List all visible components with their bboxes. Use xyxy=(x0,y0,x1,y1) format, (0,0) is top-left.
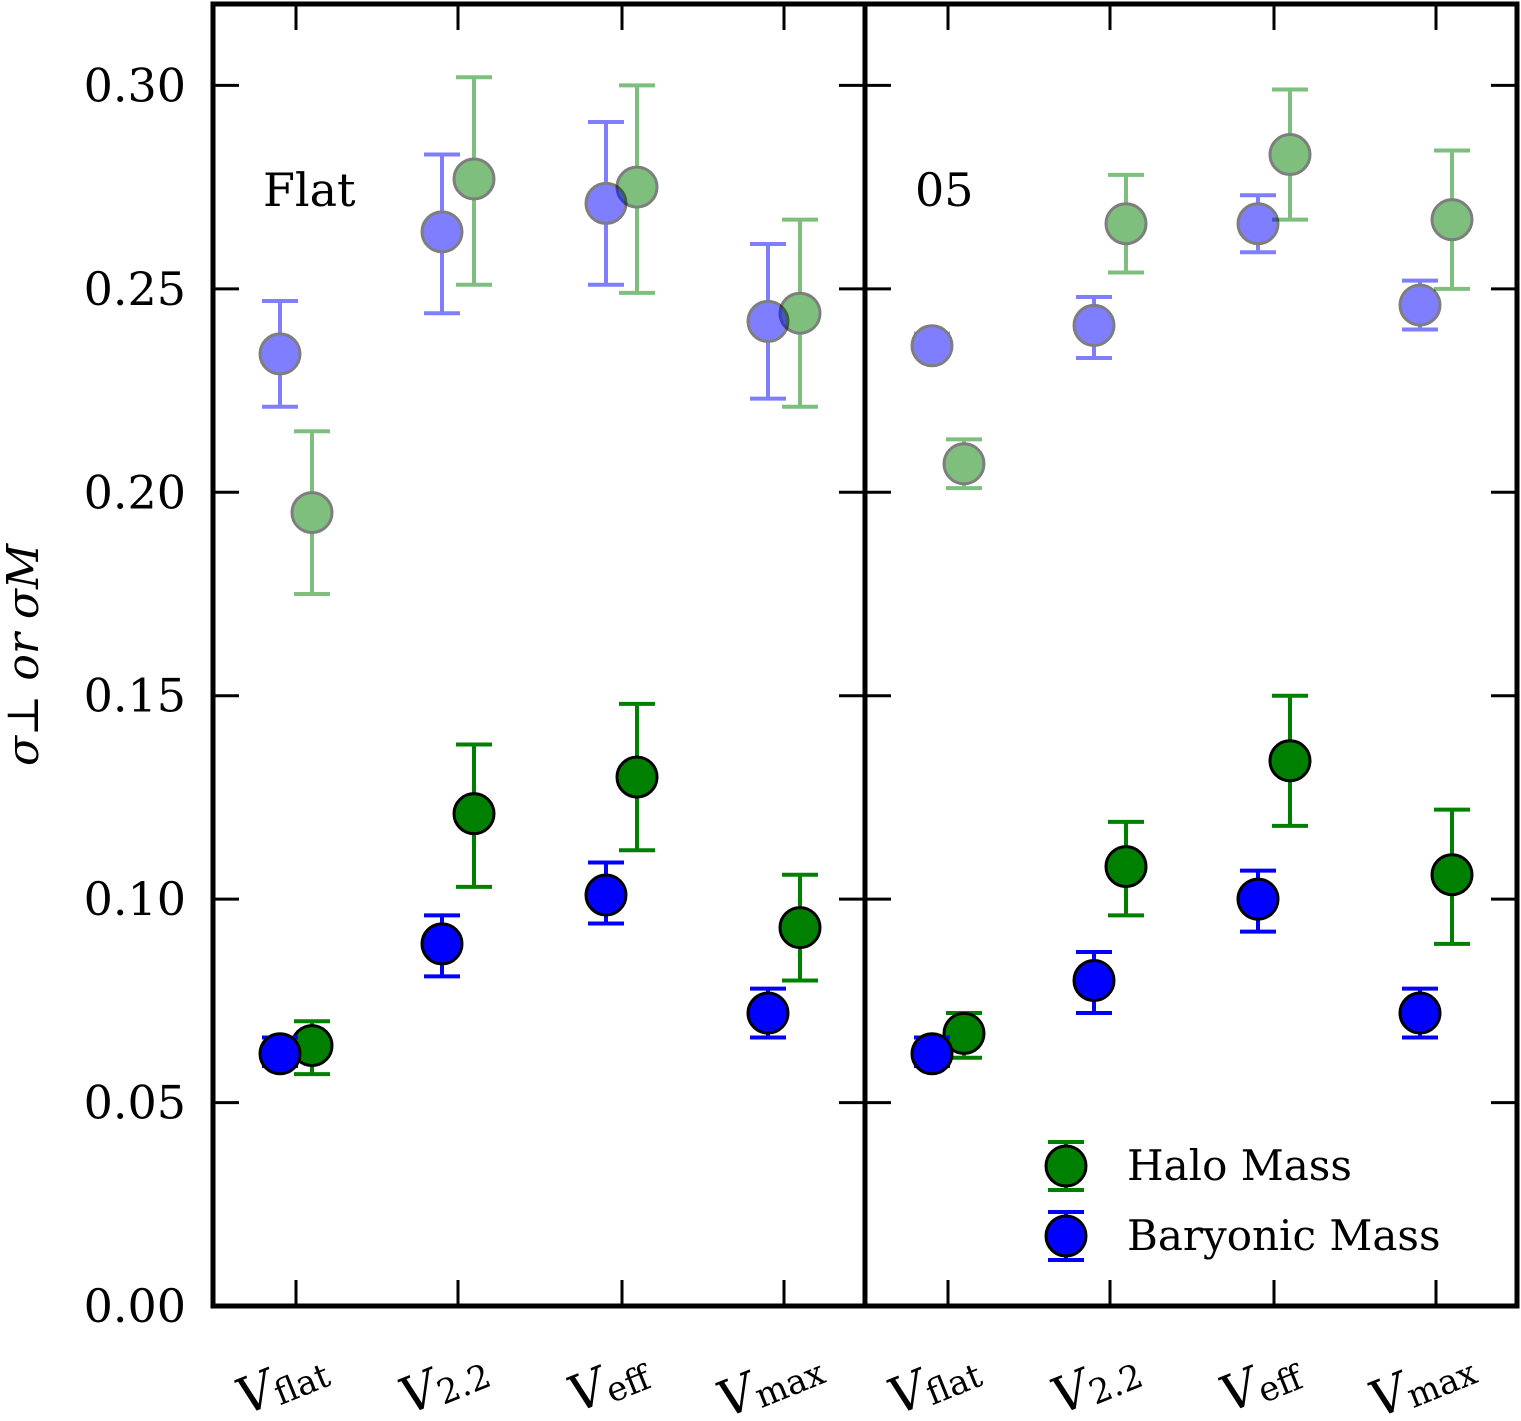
data-point xyxy=(942,1011,986,1055)
data-point xyxy=(1236,202,1280,246)
data-point xyxy=(1430,853,1474,897)
panel-flat: Vflat V2.2 Veff Vmax Flat xyxy=(210,1,868,1421)
data-point xyxy=(420,210,464,254)
series-halo-mass-sigma_perp xyxy=(942,87,1474,491)
y-tick-label: 0.05 xyxy=(84,1076,186,1130)
data-point xyxy=(1268,133,1312,177)
data-point xyxy=(584,181,628,225)
data-point xyxy=(778,906,822,950)
data-point xyxy=(420,922,464,966)
legend-label: Baryonic Mass xyxy=(1127,1211,1441,1260)
y-tick-label: 0.00 xyxy=(84,1279,186,1333)
data-point xyxy=(615,755,659,799)
data-point xyxy=(1268,739,1312,783)
x-tick-label: V2.2 xyxy=(391,1338,497,1421)
series-halo-mass-sigma_M xyxy=(290,701,822,1077)
x-tick-label: Veff xyxy=(1211,1339,1310,1421)
x-tick-label: V2.2 xyxy=(1043,1338,1149,1421)
y-tick-label: 0.25 xyxy=(84,262,186,316)
panel-05: Vflat V2.2 Veff Vmax 05 xyxy=(862,1,1520,1421)
data-point xyxy=(1398,991,1442,1035)
y-axis: 0.00 0.05 0.10 0.15 0.20 0.25 0.30 xyxy=(84,58,186,1333)
legend-label: Halo Mass xyxy=(1127,1141,1352,1190)
data-point xyxy=(910,324,954,368)
x-tick-label: Vflat xyxy=(880,1338,988,1421)
data-point xyxy=(1104,202,1148,246)
data-point xyxy=(1104,845,1148,889)
data-point xyxy=(1430,198,1474,242)
data-point xyxy=(1072,303,1116,347)
series-baryonic-mass-sigma_perp xyxy=(910,193,1442,368)
data-point xyxy=(1236,877,1280,921)
data-point xyxy=(746,299,790,343)
data-point xyxy=(910,1032,954,1076)
plot-frame xyxy=(862,1,1520,1309)
y-tick-label: 0.20 xyxy=(84,465,186,519)
series-halo-mass-sigma_M xyxy=(942,693,1474,1060)
x-tick-label: Vmax xyxy=(1361,1335,1483,1421)
x-tick-label-sub: max xyxy=(749,1353,830,1417)
series-baryonic-mass-sigma_perp xyxy=(258,119,790,409)
data-point xyxy=(746,991,790,1035)
x-tick-label-sub: max xyxy=(1401,1353,1482,1417)
series-halo-mass-sigma_perp xyxy=(290,75,822,596)
data-point xyxy=(258,332,302,376)
data-point xyxy=(290,491,334,535)
y-axis-label: σ⊥ or σM xyxy=(0,543,49,766)
legend: Halo Mass Baryonic Mass xyxy=(1044,1140,1441,1262)
y-tick-label: 0.30 xyxy=(84,58,186,112)
data-point xyxy=(1398,283,1442,327)
series-baryonic-mass-sigma_M xyxy=(258,860,790,1076)
data-point xyxy=(452,157,496,201)
panel-label: Flat xyxy=(263,163,356,217)
x-tick-label: Vflat xyxy=(228,1338,336,1421)
legend-marker xyxy=(1044,1214,1088,1258)
x-tick-label: Veff xyxy=(559,1339,658,1421)
panel-label: 05 xyxy=(915,163,974,217)
y-tick-label: 0.15 xyxy=(84,669,186,723)
data-point xyxy=(584,873,628,917)
series-baryonic-mass-sigma_M xyxy=(910,868,1442,1076)
data-point xyxy=(452,792,496,836)
data-point xyxy=(258,1032,302,1076)
data-point xyxy=(942,442,986,486)
data-point xyxy=(1072,959,1116,1002)
legend-marker xyxy=(1044,1144,1088,1188)
y-tick-label: 0.10 xyxy=(84,872,186,926)
x-tick-label: Vmax xyxy=(709,1335,831,1421)
